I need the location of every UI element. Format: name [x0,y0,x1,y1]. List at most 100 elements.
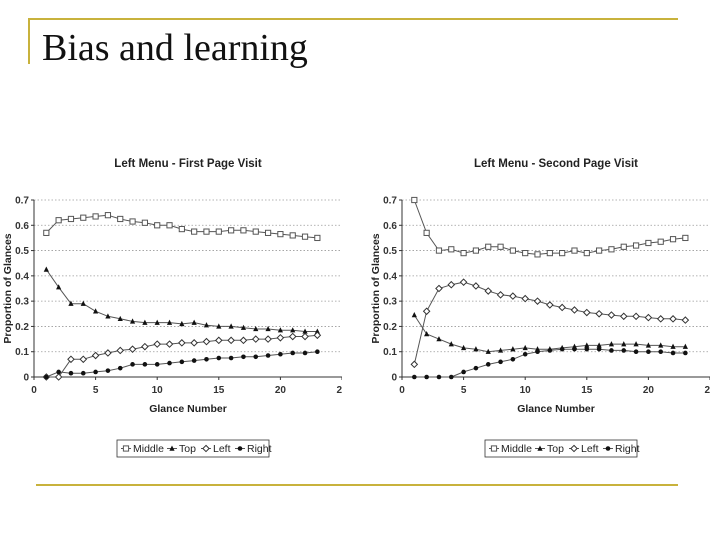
chart-right-series-middle-point [645,239,652,247]
chart-right-legend [484,439,638,458]
chart-right-series-left-point [546,301,554,309]
chart-left-series-right-point [80,370,86,376]
chart-left-series-right-point [56,369,61,375]
chart-right-series-right-point [535,349,540,355]
chart-left-series-right-point [117,365,123,371]
chart-left-series-top-point [93,308,99,314]
chart-left-series-middle-point [67,215,75,223]
chart-right-y-axis-label: Proportion of Glances [370,233,382,343]
chart-left-series-middle-point [154,222,161,229]
chart-right-legend-right-label: Right [615,443,640,455]
chart-right-series-middle-point [423,229,430,236]
chart-left-legend-middle-label: Middle [133,443,164,455]
chart-right-series-left-point [644,313,653,322]
chart-left-series-middle-point [277,231,284,238]
chart-left-series-left-point [214,336,223,345]
chart-left-x-tick-label: 15 [213,385,225,396]
chart-left-series-top [43,266,320,334]
chart-right-series-right-point [658,349,664,355]
chart-left-series-top-point [68,300,74,306]
chart-left-legend-top-marker [169,445,175,451]
chart-left-y-axis-label: Proportion of Glances [2,233,14,343]
chart-left-legend-right-marker [237,446,243,451]
chart-second-page-visit: Left Menu - Second Page Visit 0 0.1 0.2 0.3 0… [370,150,710,462]
chart-right-series-middle-point [596,247,603,254]
chart-right-series-top-point [658,342,664,348]
chart-left-series-left-point [91,351,100,360]
chart-left-series-top-point [129,318,136,324]
chart-left-series-middle-point [215,228,222,235]
chart-right-series-top-point [584,342,590,348]
chart-right-series-left-point [422,307,431,316]
chart-left-series-middle-point [55,217,62,224]
chart-left-x-tick-label: 5 [93,385,99,396]
chart-right-series-left-point [509,292,517,300]
chart-left-y-tick-label: 0.7 [15,196,29,207]
chart-right-series-middle-point [632,242,640,249]
chart-right-x-axis-label: Glance Number [517,403,595,415]
chart-right-series-middle-point [435,247,443,254]
chart-right-series-left-point [435,284,443,293]
chart-right-series-left-point [521,294,530,303]
chart-left-series-middle-point [240,227,247,234]
chart-left-y-tick-label: 0.3 [15,297,29,308]
chart-right-x-tick-label: 0 [399,385,405,396]
chart-left-series-top-point [117,315,123,322]
chart-right-series-left-point [447,280,456,289]
chart-right-series-right-point [633,349,639,355]
chart-left-series-top-point [43,266,49,272]
chart-right-x-tick-label: 10 [520,385,532,396]
chart-right-series-middle-point [620,243,627,250]
chart-right-y-tick-label: 0.4 [383,271,397,282]
chart-left-legend [116,439,270,458]
chart-left-series-right-point [44,374,49,380]
chart-right-series-top-point [497,347,504,353]
chart-left-legend-left-marker [202,444,210,453]
chart-right-y-tick-label: 0 [391,373,397,384]
chart-left-series-left-point [251,335,260,343]
chart-left-series-middle [43,212,321,242]
chart-right-series-middle-point [509,247,516,254]
chart-left-series-right [44,349,320,380]
chart-right-legend-top-marker [537,445,543,451]
chart-left-series-left [42,331,322,381]
chart-right-series-left-point [681,316,690,324]
chart-right-series-middle-point [497,243,504,250]
chart-left-series-right-point [191,358,197,363]
chart-left-series-middle-point [203,228,210,235]
chart-right-series-right-point [683,350,688,356]
chart-left-series-middle-point [166,222,173,229]
chart-left-series-middle-point [228,227,235,234]
chart-right-series-right-point [522,351,528,357]
chart-right-series-top-point [485,348,491,354]
chart-left-y-tick-label: 0.4 [15,271,29,282]
chart-right-series-top-point [473,346,479,352]
chart-right-series-left-point [582,308,591,317]
chart-left-series-top-point [290,327,296,333]
chart-left-series-left-point [178,339,186,347]
chart-left-series-left-point [301,332,309,341]
chart-left-series-top-point [216,323,222,329]
chart-right-series-right-point [485,362,491,367]
chart-right-series-middle-point [460,250,467,257]
chart-left-series-top-point [265,325,271,332]
chart-right-y-tick-label: 0.3 [383,297,397,308]
chart-right-legend-left-label: Left [581,443,599,455]
chart-left-title: Left Menu - First Page Visit [114,158,262,170]
chart-right-series-left-point [410,360,419,369]
chart-right-series-top-point [424,331,430,337]
chart-right-series-top-point [436,336,442,342]
chart-right-x-tick-label: 20 [643,385,655,396]
chart-left-series-middle-point [178,225,185,233]
chart-left-series-right-point [302,350,308,356]
chart-right-series-right-point [436,374,442,380]
chart-right-series-middle-point [669,236,677,243]
chart-right-series-left-point [484,287,493,295]
chart-left-series-top-point [142,319,148,325]
chart-right-y-tick-label: 0.6 [383,221,397,232]
chart-right-series-right-point [510,357,516,362]
chart-left-legend-middle-marker [122,445,130,452]
chart-right-series-middle-point [682,234,689,242]
chart-left-series-right-point [315,349,320,355]
chart-left-series-left-point [276,334,285,342]
